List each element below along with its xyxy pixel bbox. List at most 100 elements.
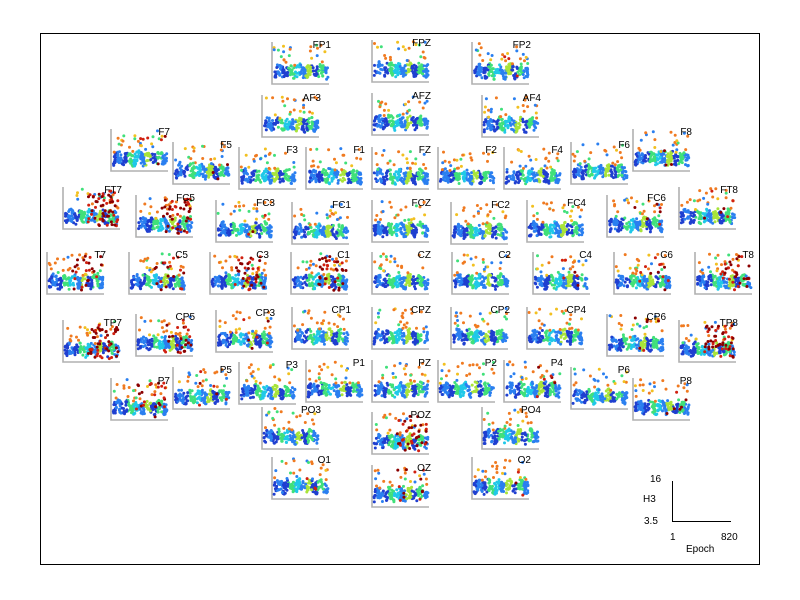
data-point bbox=[554, 180, 558, 184]
data-point bbox=[425, 174, 429, 178]
artifact-point bbox=[226, 163, 229, 167]
data-point bbox=[501, 74, 505, 78]
data-point bbox=[376, 230, 380, 234]
channel-panel-ft7: FT7 bbox=[62, 185, 122, 230]
data-point bbox=[255, 225, 259, 229]
data-point bbox=[495, 71, 499, 75]
outlier-point bbox=[462, 206, 466, 210]
outlier-point bbox=[612, 145, 616, 149]
channel-panel-fcz: FCZ bbox=[371, 198, 431, 243]
outlier-point bbox=[570, 209, 574, 213]
data-point bbox=[410, 231, 414, 235]
artifact-point bbox=[171, 226, 175, 230]
outlier-point bbox=[382, 108, 386, 112]
outlier-point bbox=[384, 56, 388, 60]
data-point bbox=[296, 119, 300, 123]
outlier-point bbox=[523, 59, 526, 63]
data-point bbox=[679, 155, 682, 159]
data-point bbox=[298, 223, 302, 227]
artifact-point bbox=[719, 210, 723, 214]
data-point bbox=[285, 117, 289, 121]
data-point bbox=[199, 172, 203, 176]
data-point bbox=[339, 173, 343, 177]
data-point bbox=[310, 178, 314, 182]
outlier-point bbox=[380, 200, 384, 204]
data-point bbox=[385, 120, 389, 124]
data-point bbox=[391, 175, 395, 179]
data-point bbox=[540, 223, 544, 226]
outlier-point bbox=[374, 218, 378, 222]
channel-label: FT7 bbox=[104, 185, 122, 196]
data-point bbox=[678, 151, 682, 155]
data-point bbox=[456, 178, 460, 182]
data-point bbox=[380, 179, 384, 183]
data-point bbox=[458, 172, 462, 176]
outlier-point bbox=[459, 164, 463, 168]
outlier-point bbox=[414, 204, 418, 208]
data-point bbox=[418, 118, 422, 122]
outlier-point bbox=[714, 187, 718, 191]
outlier-point bbox=[384, 102, 388, 106]
data-point bbox=[625, 225, 629, 229]
panel-axes bbox=[632, 129, 690, 172]
data-point bbox=[524, 130, 528, 134]
data-point bbox=[204, 168, 208, 171]
data-point bbox=[248, 227, 252, 231]
data-point bbox=[400, 221, 403, 225]
data-point bbox=[352, 168, 355, 172]
artifact-point bbox=[87, 203, 91, 207]
outlier-point bbox=[310, 111, 314, 115]
data-point bbox=[246, 172, 249, 176]
data-point bbox=[403, 174, 407, 178]
data-point bbox=[512, 171, 516, 175]
data-point bbox=[244, 225, 248, 228]
outlier-point bbox=[355, 156, 359, 160]
outlier-point bbox=[310, 56, 314, 60]
artifact-point bbox=[165, 212, 169, 216]
data-point bbox=[336, 234, 340, 238]
data-point bbox=[607, 173, 611, 177]
outlier-point bbox=[479, 46, 483, 50]
data-point bbox=[83, 277, 87, 281]
outlier-point bbox=[578, 162, 582, 166]
channel-scatter bbox=[526, 200, 585, 243]
data-point bbox=[383, 226, 387, 230]
channel-panel-f7: F7 bbox=[110, 127, 170, 172]
artifact-point bbox=[263, 213, 267, 217]
data-point bbox=[300, 235, 304, 239]
panel-axes bbox=[371, 147, 429, 190]
data-point bbox=[331, 168, 335, 172]
outlier-point bbox=[422, 56, 426, 59]
data-point bbox=[672, 156, 676, 160]
data-point bbox=[446, 172, 450, 175]
data-point bbox=[274, 177, 278, 181]
outlier-point bbox=[504, 59, 508, 63]
data-point bbox=[519, 62, 523, 66]
artifact-point bbox=[113, 223, 117, 227]
data-point bbox=[389, 66, 393, 70]
data-point bbox=[294, 233, 298, 237]
data-point bbox=[312, 176, 316, 180]
data-point bbox=[404, 179, 408, 183]
data-point bbox=[658, 228, 662, 232]
data-point bbox=[474, 226, 478, 230]
channel-panel-f4: F4 bbox=[503, 145, 563, 190]
data-point bbox=[422, 117, 426, 121]
data-point bbox=[176, 174, 180, 178]
data-point bbox=[372, 171, 376, 175]
data-point bbox=[166, 222, 170, 225]
data-point bbox=[60, 279, 64, 283]
artifact-point bbox=[107, 193, 111, 197]
data-point bbox=[633, 163, 637, 166]
data-point bbox=[386, 223, 390, 227]
outlier-point bbox=[549, 165, 553, 169]
artifact-point bbox=[184, 203, 188, 207]
outlier-point bbox=[388, 55, 392, 59]
data-point bbox=[486, 119, 490, 123]
data-point bbox=[556, 223, 559, 226]
data-point bbox=[492, 231, 496, 235]
data-point bbox=[391, 63, 395, 67]
outlier-point bbox=[388, 200, 392, 204]
outlier-point bbox=[408, 150, 412, 154]
outlier-point bbox=[724, 191, 728, 195]
